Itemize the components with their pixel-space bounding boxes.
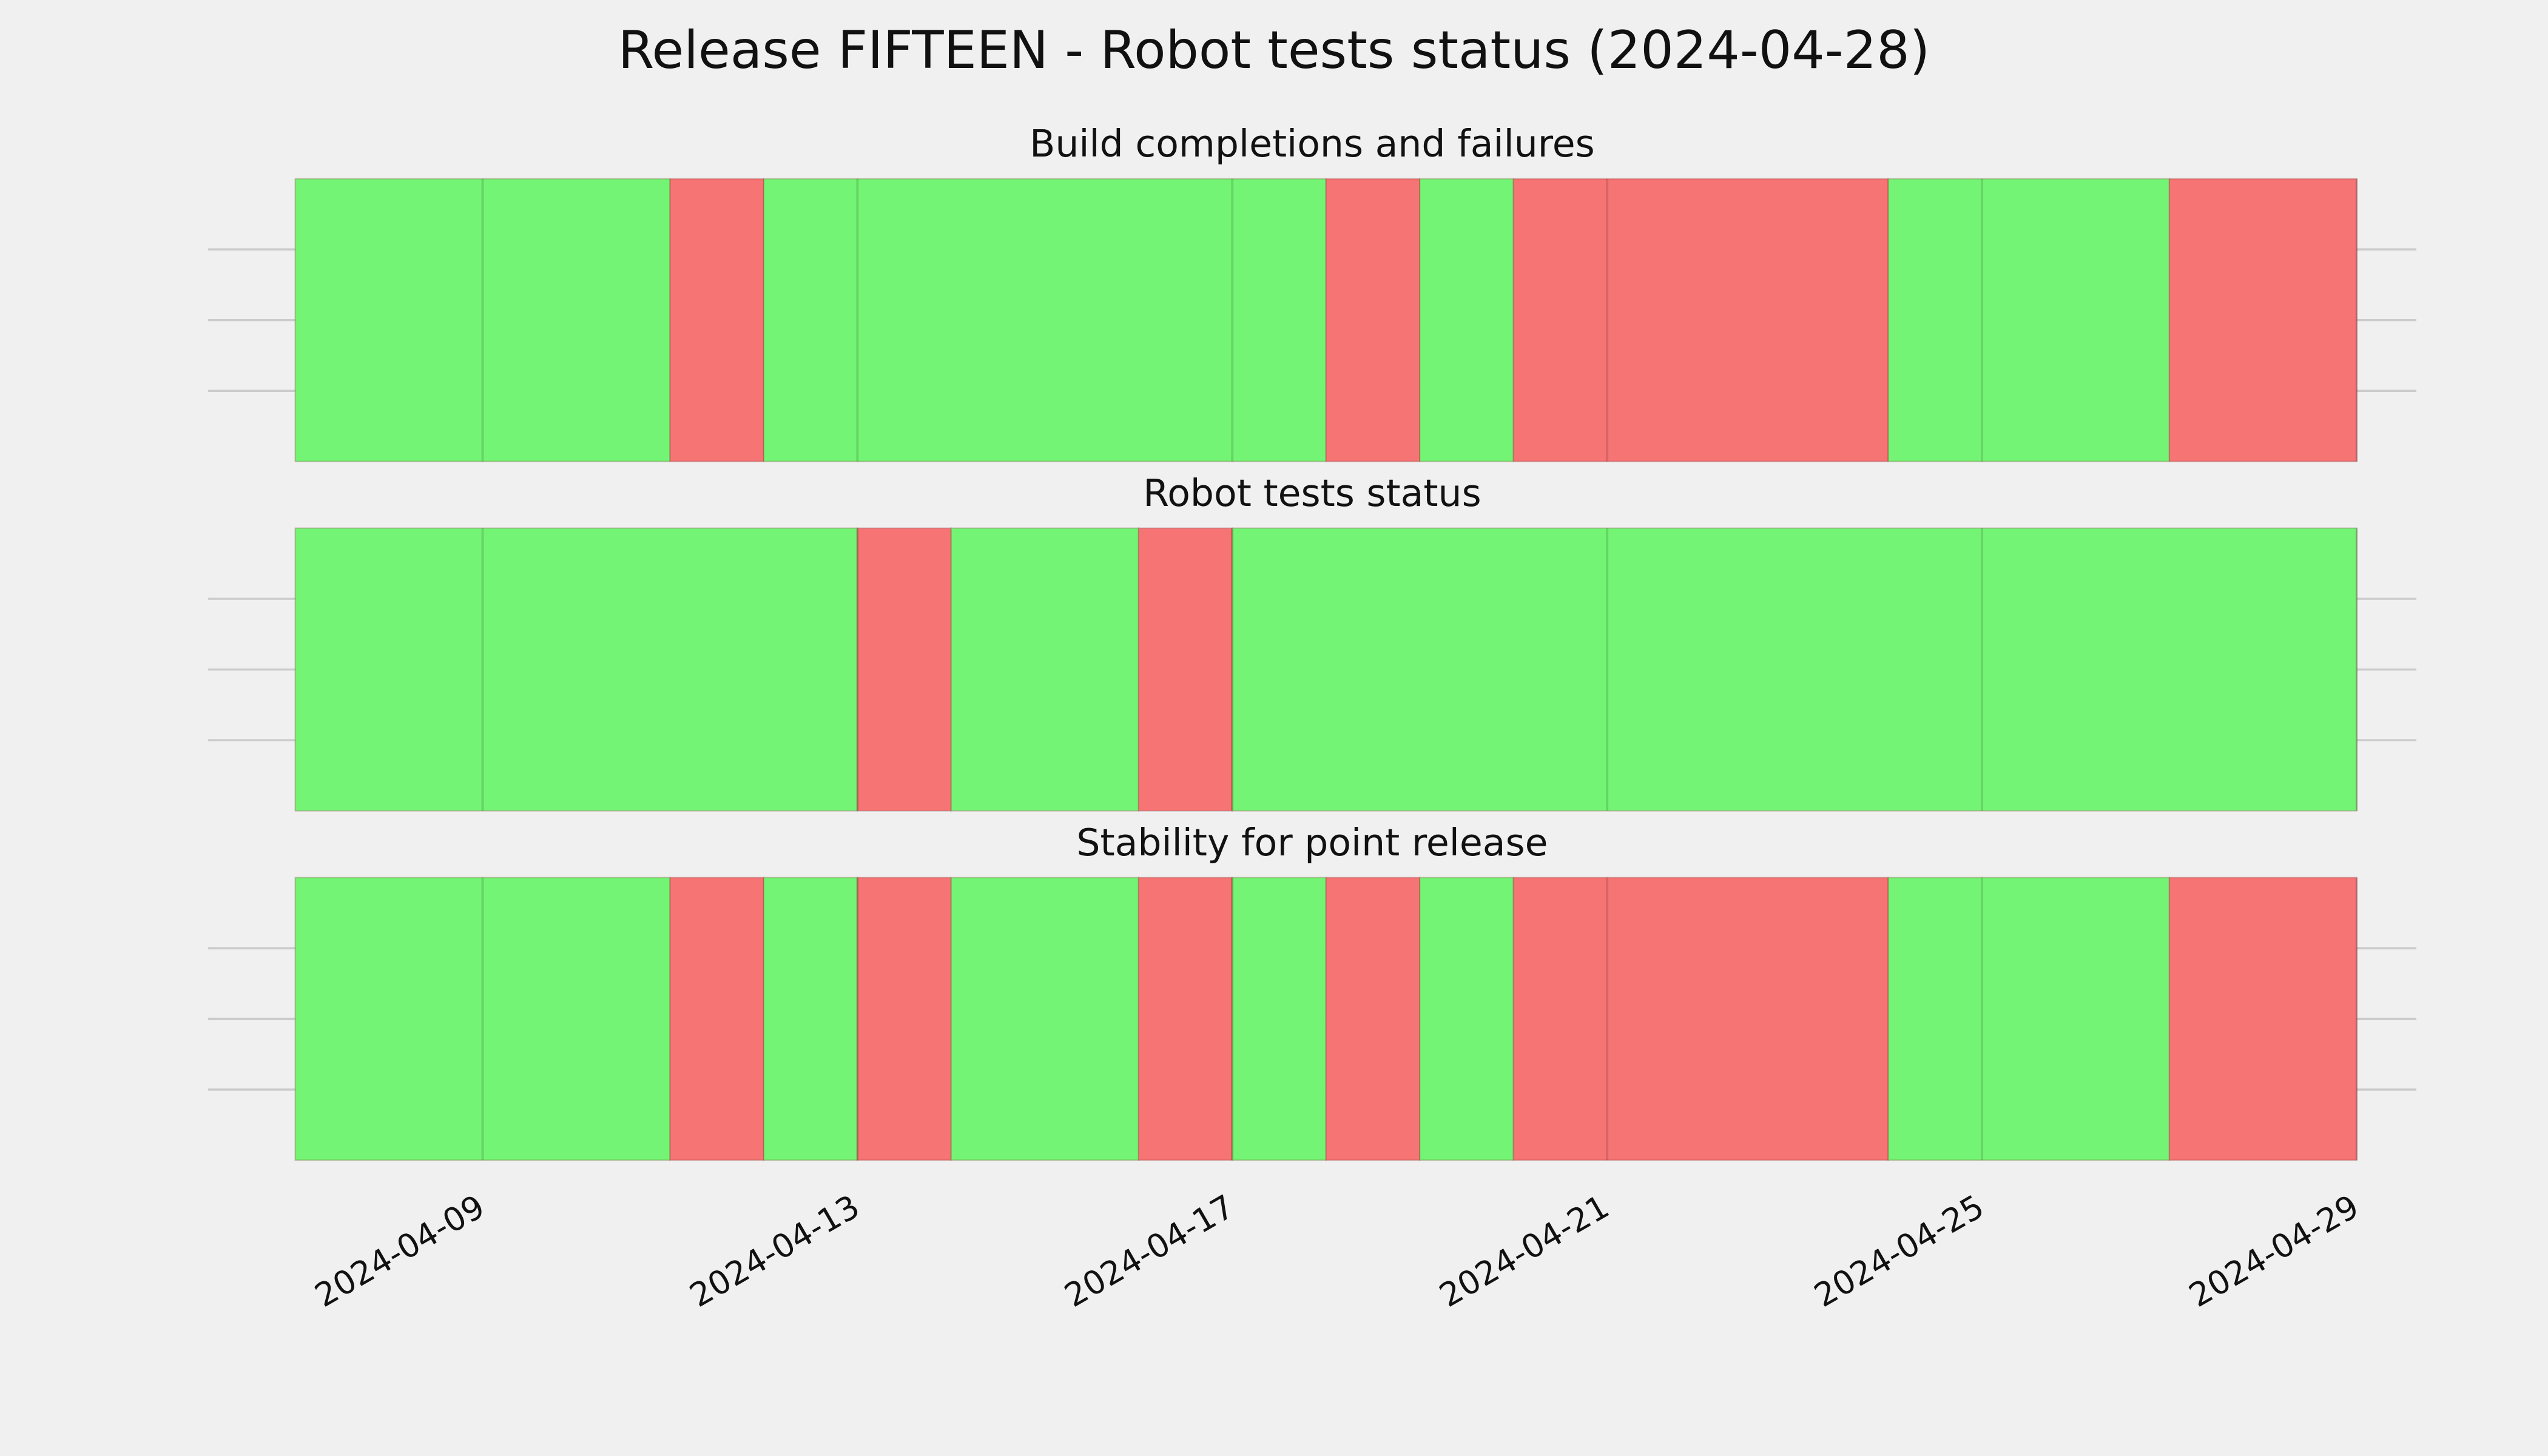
status-span bbox=[1419, 877, 1514, 1161]
status-span bbox=[1138, 527, 1233, 812]
status-span bbox=[1512, 877, 1889, 1161]
status-span bbox=[950, 877, 1139, 1161]
figure-title: Release FIFTEEN - Robot tests status (20… bbox=[618, 20, 1930, 81]
status-span bbox=[669, 877, 765, 1161]
status-span bbox=[1512, 178, 1889, 462]
status-span bbox=[1887, 877, 2170, 1161]
status-span bbox=[294, 178, 671, 462]
status-span bbox=[1232, 877, 1327, 1161]
status-span bbox=[763, 877, 858, 1161]
status-span bbox=[857, 877, 952, 1161]
subplot-title: Stability for point release bbox=[1076, 821, 1548, 864]
status-span bbox=[1887, 178, 2170, 462]
status-span bbox=[1325, 178, 1421, 462]
status-span bbox=[763, 178, 1327, 462]
status-span bbox=[950, 527, 1139, 812]
status-span bbox=[294, 877, 671, 1161]
status-span bbox=[294, 527, 858, 812]
subplot-title: Robot tests status bbox=[1143, 471, 1481, 515]
status-span bbox=[669, 178, 765, 462]
status-span bbox=[1232, 527, 2358, 812]
status-span bbox=[857, 527, 952, 812]
status-span bbox=[2168, 178, 2358, 462]
status-span bbox=[1138, 877, 1233, 1161]
status-span bbox=[2168, 877, 2358, 1161]
subplot-title: Build completions and failures bbox=[1030, 122, 1595, 166]
status-span bbox=[1325, 877, 1421, 1161]
status-span bbox=[1419, 178, 1514, 462]
